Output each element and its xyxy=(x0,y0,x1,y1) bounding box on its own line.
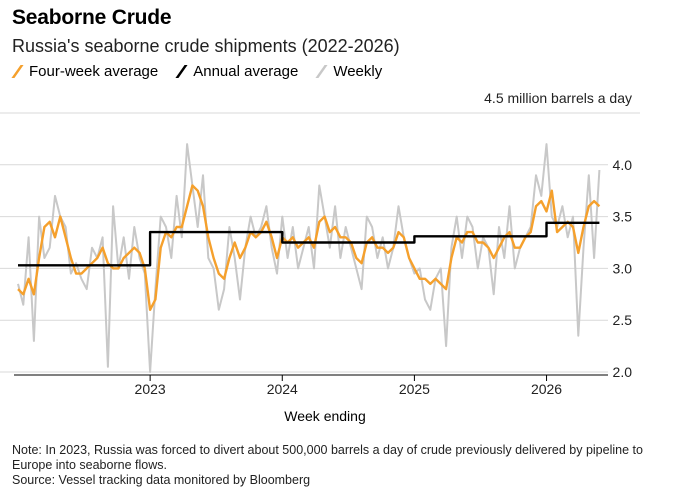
line-chart: 2.0 2.5 3.0 3.5 4.0 2023 2024 2025 2026 xyxy=(0,112,640,397)
series-line-four-week xyxy=(17,184,601,311)
x-tick-label: 2025 xyxy=(399,381,430,397)
legend-item-four-week: Four-week average xyxy=(11,63,159,80)
y-tick-label: 4.0 xyxy=(613,157,633,173)
x-tick-label: 2023 xyxy=(135,381,166,397)
chart-subtitle: Russia's seaborne crude shipments (2022-… xyxy=(12,36,400,56)
legend-label-annual: Annual average xyxy=(193,63,299,80)
x-axis-label: Week ending xyxy=(284,408,366,424)
legend-item-weekly: Weekly xyxy=(315,63,383,80)
series-line-annual xyxy=(18,221,600,267)
y-axis-ticks: 2.0 2.5 3.0 3.5 4.0 xyxy=(613,157,633,380)
x-tick-label: 2026 xyxy=(531,381,562,397)
note-text: Note: In 2023, Russia was forced to dive… xyxy=(12,443,643,472)
y-tick-label: 3.5 xyxy=(613,209,633,225)
series-lines xyxy=(17,143,601,373)
legend: Four-week average Annual average Weekly xyxy=(11,63,383,80)
y-tick-label: 3.0 xyxy=(613,260,633,276)
chart-title: Seaborne Crude xyxy=(12,6,172,29)
y-tick-label: 2.0 xyxy=(613,364,633,380)
x-tick-label: 2024 xyxy=(267,381,298,397)
legend-label-weekly: Weekly xyxy=(333,63,383,80)
unit-label: 4.5 million barrels a day xyxy=(484,90,632,106)
source-text: Source: Vessel tracking data monitored b… xyxy=(12,473,311,487)
grid-lines xyxy=(0,112,640,376)
y-tick-label: 2.5 xyxy=(613,312,633,328)
legend-label-four-week: Four-week average xyxy=(29,63,159,80)
legend-item-annual: Annual average xyxy=(175,63,299,80)
footnote: Note: In 2023, Russia was forced to dive… xyxy=(12,443,652,488)
series-line-weekly xyxy=(17,143,601,373)
x-axis-ticks: 2023 2024 2025 2026 xyxy=(135,375,562,397)
